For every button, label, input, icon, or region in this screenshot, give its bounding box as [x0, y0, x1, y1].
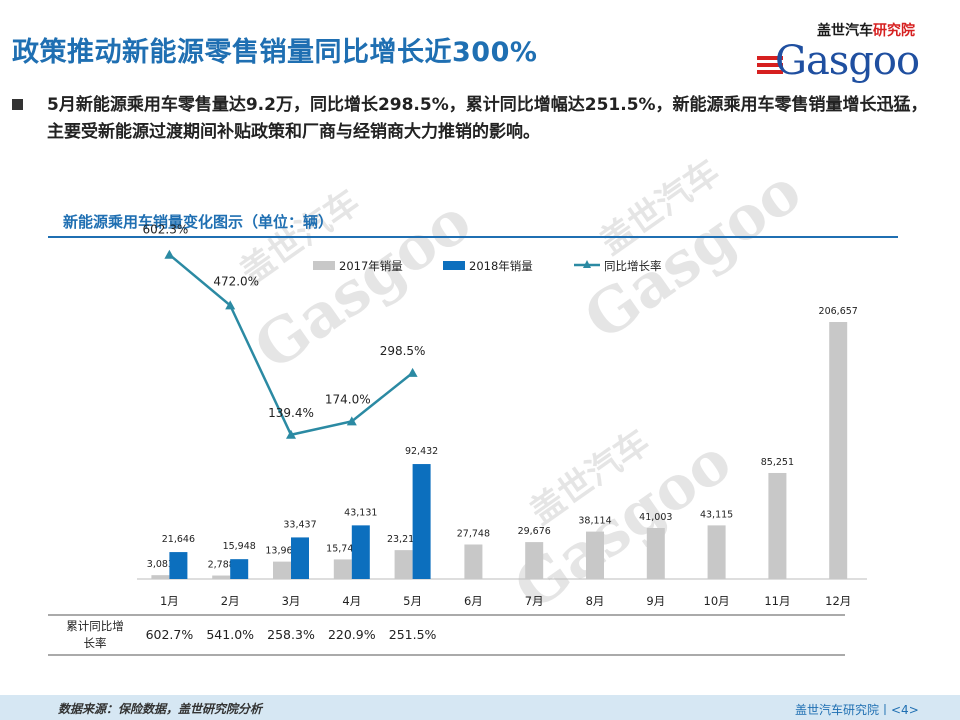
- table-cell-5: 251.5%: [389, 627, 437, 642]
- bar-2018-4: [351, 525, 370, 579]
- chart-title: 新能源乘用车销量变化图示（单位：辆）: [63, 213, 334, 231]
- label-2017-9: 41,003: [639, 512, 672, 523]
- bar-2017-2: [212, 575, 231, 579]
- label-2018-5: 92,432: [405, 446, 438, 457]
- page-title: 政策推动新能源零售销量同比增长近300%: [12, 37, 538, 68]
- x-tick-12: 12月: [825, 594, 851, 608]
- bullet-square-icon: [12, 99, 23, 110]
- growth-rate-label-3: 139.4%: [268, 406, 314, 420]
- x-tick-6: 6月: [464, 594, 483, 608]
- bar-2017-10: [707, 525, 726, 579]
- logo-wordmark: Gasgoo: [775, 38, 920, 84]
- legend-label-1: 2017年销量: [339, 259, 403, 273]
- x-tick-1: 1月: [160, 594, 179, 608]
- label-2017-2: 2,788: [208, 560, 235, 571]
- legend-label-2: 2018年销量: [469, 259, 533, 273]
- label-2017-7: 29,676: [518, 526, 551, 537]
- bar-2017-8: [586, 531, 604, 579]
- bar-2018-5: [412, 464, 431, 579]
- legend-swatch-1: [313, 261, 335, 270]
- x-tick-11: 11月: [764, 594, 790, 608]
- label-2017-3: 13,967: [265, 546, 298, 557]
- bar-2017-6: [464, 544, 483, 579]
- x-tick-7: 7月: [525, 594, 544, 608]
- footer-bar: [0, 695, 960, 720]
- growth-rate-marker-1: [164, 249, 175, 259]
- growth-rate-marker-2: [225, 300, 236, 310]
- table-cell-2: 541.0%: [206, 627, 254, 642]
- bar-2017-4: [333, 559, 352, 579]
- x-tick-10: 10月: [704, 594, 730, 608]
- x-tick-2: 2月: [221, 594, 240, 608]
- bar-2018-2: [230, 559, 249, 579]
- legend-swatch-2: [443, 261, 465, 270]
- bar-2018-3: [291, 537, 309, 579]
- growth-rate-label-2: 472.0%: [213, 274, 259, 288]
- x-tick-8: 8月: [586, 594, 605, 608]
- growth-rate-label-1: 602.3%: [143, 223, 189, 237]
- bar-2017-5: [394, 550, 413, 579]
- label-2017-4: 15,749: [326, 543, 359, 554]
- growth-rate-label-5: 298.5%: [380, 344, 426, 358]
- gasgoo-logo: 盖世汽车研究院 Gasgoo: [755, 18, 950, 88]
- bar-2017-9: [646, 528, 665, 579]
- logo-text: 盖世汽车研究院: [817, 23, 915, 39]
- x-tick-4: 4月: [342, 594, 361, 608]
- label-2018-1: 21,646: [162, 534, 195, 545]
- summary-bullet: 5月新能源乘用车零售量达9.2万，同比增长298.5%，累计同比增幅达251.5…: [12, 92, 942, 146]
- table-row-label-line1: 累计同比增: [66, 619, 124, 633]
- label-2017-1: 3,083: [147, 559, 174, 570]
- label-2018-4: 43,131: [344, 507, 377, 518]
- chart-title-rule: [48, 236, 898, 238]
- table-cell-4: 220.9%: [328, 627, 376, 642]
- growth-rate-marker-4: [346, 416, 357, 426]
- label-2017-6: 27,748: [457, 528, 490, 539]
- footer-brand: 盖世汽车研究院丨<4>: [795, 703, 919, 717]
- label-2017-5: 23,214: [387, 534, 420, 545]
- legend-label-3: 同比增长率: [604, 259, 662, 273]
- summary-text: 5月新能源乘用车零售量达9.2万，同比增长298.5%，累计同比增幅达251.5…: [47, 95, 928, 142]
- table-cell-1: 602.7%: [146, 627, 194, 642]
- label-2018-3: 33,437: [283, 519, 316, 530]
- logo-stripes-icon: [757, 56, 783, 74]
- x-tick-5: 5月: [403, 594, 422, 608]
- bar-2017-11: [768, 472, 787, 579]
- label-2017-8: 38,114: [578, 516, 611, 527]
- bar-2017-12: [829, 322, 848, 579]
- x-tick-3: 3月: [282, 594, 301, 608]
- label-2017-10: 43,115: [700, 509, 733, 520]
- x-tick-9: 9月: [646, 594, 665, 608]
- bar-2018-1: [169, 552, 188, 579]
- growth-rate-label-4: 174.0%: [325, 392, 371, 406]
- table-cell-3: 258.3%: [267, 627, 315, 642]
- bar-2017-7: [525, 542, 544, 579]
- label-2018-2: 15,948: [223, 541, 256, 552]
- footer-source: 数据来源：保险数据，盖世研究院分析: [58, 702, 263, 716]
- label-2017-12: 206,657: [819, 306, 858, 317]
- label-2017-11: 85,251: [761, 457, 794, 468]
- legend-marker-3: [583, 260, 591, 268]
- bar-2017-3: [273, 561, 291, 579]
- table-row-label-line2: 长率: [84, 636, 107, 650]
- growth-rate-marker-5: [407, 367, 418, 377]
- growth-rate-marker-3: [286, 429, 296, 439]
- bar-2017-1: [151, 575, 170, 579]
